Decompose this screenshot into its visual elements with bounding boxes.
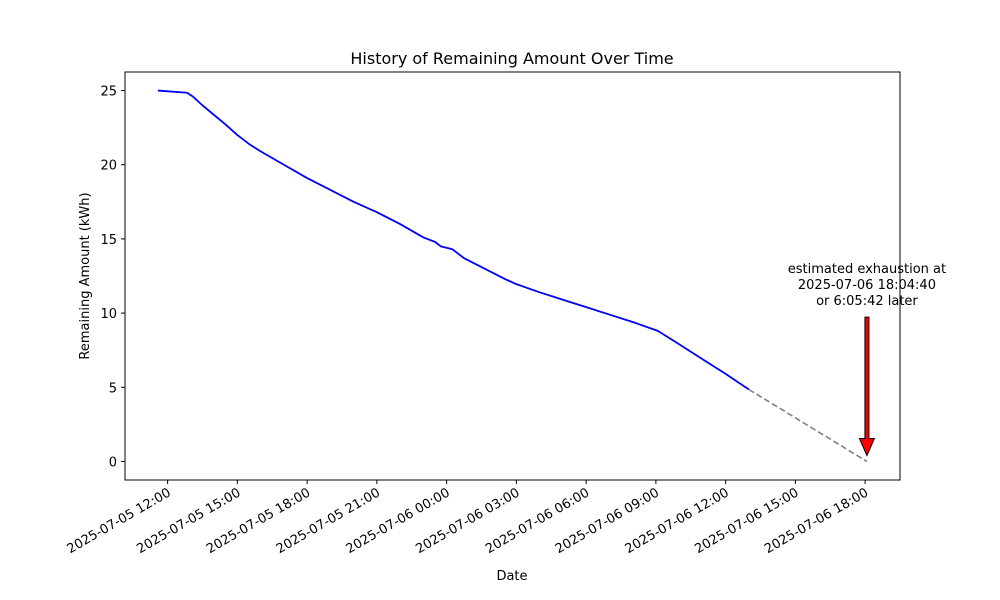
history-line	[157, 89, 750, 391]
annotation-text-line: estimated exhaustion at	[788, 262, 946, 277]
y-axis-label: Remaining Amount (kWh)	[78, 192, 93, 359]
y-tick-label: 25	[100, 85, 117, 100]
projection-line	[748, 388, 868, 463]
y-tick-label: 0	[109, 455, 117, 470]
annotation-arrow	[858, 316, 876, 457]
plot-area	[124, 71, 901, 481]
y-tick-label: 5	[109, 381, 117, 396]
y-tick-label: 15	[100, 233, 117, 248]
x-axis-label: Date	[496, 569, 527, 584]
y-axis-ticks: 0 5 10 15 20 25	[100, 85, 125, 470]
y-tick-label: 20	[100, 159, 117, 174]
annotation-text-line: or 6:05:42 later	[816, 294, 918, 309]
y-tick-label: 10	[100, 307, 117, 322]
chart-title: History of Remaining Amount Over Time	[350, 49, 673, 68]
annotation-text-line: 2025-07-06 18:04:40	[798, 278, 936, 293]
series-layer	[157, 89, 868, 463]
